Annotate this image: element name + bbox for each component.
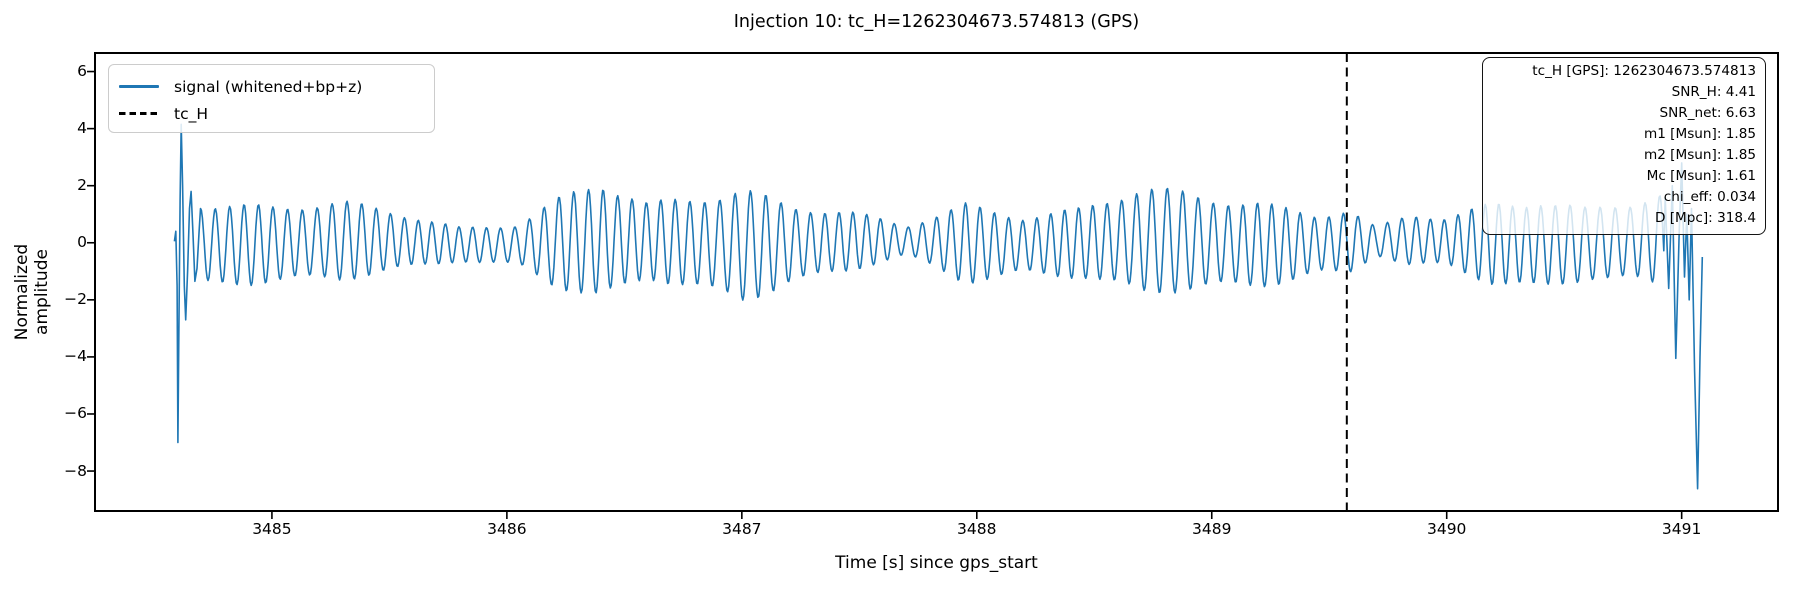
x-tick-label: 3489 xyxy=(1192,520,1232,538)
annotation-line: D [Mpc]: 318.4 xyxy=(1654,210,1756,226)
plot-title: Injection 10: tc_H=1262304673.574813 (GP… xyxy=(733,12,1140,32)
x-tick-label: 3487 xyxy=(722,520,762,538)
legend-label-tc: tc_H xyxy=(174,104,209,123)
y-tick-label: −4 xyxy=(64,347,87,366)
x-axis-label: Time [s] since gps_start xyxy=(835,553,1038,573)
y-tick-label: 0 xyxy=(77,233,87,252)
annotation-line: SNR_net: 6.63 xyxy=(1659,105,1756,121)
legend-item-signal: signal (whitened+bp+z) xyxy=(119,73,424,100)
legend-item-tc: tc_H xyxy=(119,100,424,127)
tc-line-sample xyxy=(119,112,159,115)
y-tick-label: −8 xyxy=(64,461,87,480)
annotation-line: SNR_H: 4.41 xyxy=(1671,84,1756,100)
y-tick-label: 4 xyxy=(77,119,87,138)
annotation-line: chi_eff: 0.034 xyxy=(1663,189,1756,205)
y-tick-label: 2 xyxy=(77,176,87,195)
y-tick-label: −6 xyxy=(64,404,87,423)
plot-frame xyxy=(94,52,1779,512)
x-tick-label: 3491 xyxy=(1661,520,1702,538)
annotation-line: m2 [Msun]: 1.85 xyxy=(1643,147,1756,163)
x-tick-label: 3490 xyxy=(1426,520,1467,538)
signal-line xyxy=(173,123,1704,490)
y-tick-label: 6 xyxy=(77,62,87,81)
y-tick-label: −2 xyxy=(64,290,87,309)
annotation-box: tc_H [GPS]: 1262304673.574813 SNR_H: 4.4… xyxy=(1482,57,1766,235)
annotation-line: Mc [Msun]: 1.61 xyxy=(1646,168,1756,184)
x-tick-label: 3486 xyxy=(487,520,527,538)
y-axis-label: Normalized amplitude xyxy=(12,243,52,341)
x-tick-label: 3488 xyxy=(957,520,997,538)
legend-label-signal: signal (whitened+bp+z) xyxy=(174,77,363,96)
annotation-line: m1 [Msun]: 1.85 xyxy=(1643,126,1756,142)
annotation-line: tc_H [GPS]: 1262304673.574813 xyxy=(1532,63,1756,79)
x-tick-label: 3485 xyxy=(252,520,292,538)
signal-line-sample xyxy=(119,85,159,88)
legend: signal (whitened+bp+z) tc_H xyxy=(108,64,435,133)
